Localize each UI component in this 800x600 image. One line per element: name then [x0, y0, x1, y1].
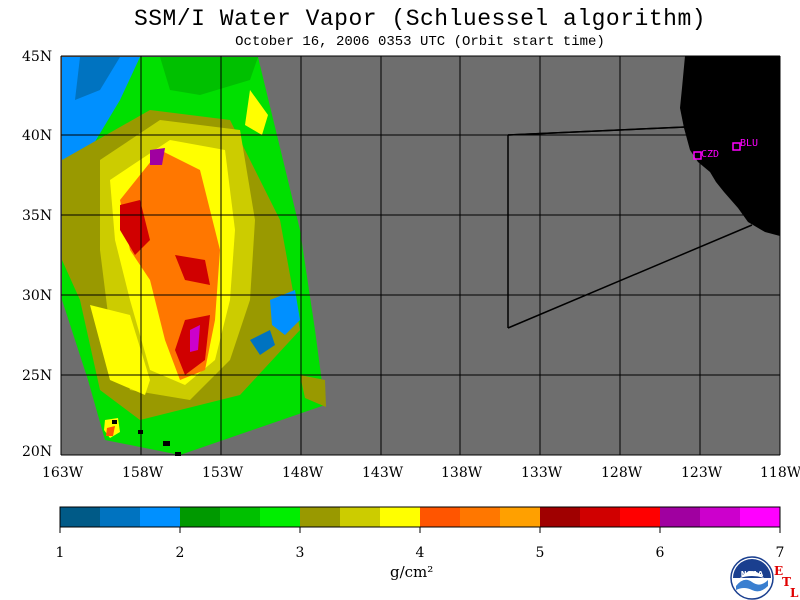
lon-label: 163W [42, 465, 84, 481]
colorbar-swatch [420, 507, 461, 527]
colorbar-swatch [60, 507, 101, 527]
analysis-region [507, 126, 753, 329]
water-vapor-swath [62, 57, 326, 455]
etl-logo-letter: E [774, 564, 784, 578]
colorbar-swatch [260, 507, 301, 527]
lat-label: 30N [22, 288, 52, 304]
noaa-logo-text: NOAA [741, 570, 764, 578]
colorbar-tick-label: 3 [296, 545, 305, 561]
station-blu-label: BLU [740, 138, 758, 149]
lon-label: 138W [441, 465, 483, 481]
lon-label: 128W [601, 465, 643, 481]
colorbar-tick-label: 7 [776, 545, 785, 561]
colorbar-tick-label: 1 [56, 545, 65, 561]
etl-logo-letter: T [782, 575, 791, 589]
colorbar-swatch [220, 507, 261, 527]
lat-label: 25N [22, 368, 52, 384]
latitude-labels: 45N 40N 35N 30N 25N 20N [22, 49, 52, 460]
lon-label: 148W [282, 465, 324, 481]
lon-label: 143W [362, 465, 404, 481]
lon-label: 123W [681, 465, 723, 481]
colorbar-swatch [540, 507, 581, 527]
colorbar-swatch [740, 507, 781, 527]
lon-label: 118W [760, 465, 800, 481]
station-blu: BLU [732, 138, 758, 151]
lon-label: 158W [122, 465, 164, 481]
lon-label: 153W [202, 465, 244, 481]
colorbar-swatch [620, 507, 661, 527]
station-czd: CZD [693, 149, 719, 160]
colorbar-unit-label: g/cm² [390, 563, 434, 581]
colorbar-tick-label: 4 [416, 545, 425, 561]
colorbar-swatch [660, 507, 701, 527]
station-blu-marker [732, 142, 741, 151]
station-czd-label: CZD [701, 149, 719, 160]
colorbar-swatch [380, 507, 421, 527]
lon-label: 133W [521, 465, 563, 481]
lat-label: 20N [22, 444, 52, 460]
longitude-labels: 163W 158W 153W 148W 143W 138W 133W 128W … [42, 465, 800, 481]
etl-logo-letter: L [790, 586, 799, 600]
colorbar-swatch [500, 507, 541, 527]
station-czd-marker [693, 151, 702, 160]
colorbar-swatch [300, 507, 341, 527]
colorbar-swatch [700, 507, 741, 527]
lat-label: 35N [22, 208, 52, 224]
colorbar-swatch [100, 507, 141, 527]
map-subtitle: October 16, 2006 0353 UTC (Orbit start t… [235, 34, 605, 50]
colorbar-swatch [180, 507, 221, 527]
map-gridlines [60, 55, 781, 456]
lat-label: 40N [22, 128, 52, 144]
colorbar-swatch [580, 507, 621, 527]
colorbar-swatch [340, 507, 381, 527]
colorbar-swatch [140, 507, 181, 527]
colorbar [60, 507, 781, 527]
colorbar-tick-label: 6 [656, 545, 665, 561]
map-title: SSM/I Water Vapor (Schluessel algorithm) [133, 6, 707, 32]
lat-label: 45N [22, 49, 52, 65]
colorbar-tick-label: 2 [176, 545, 185, 561]
noaa-logo-icon: NOAA [730, 556, 774, 600]
colorbar-ticks: 1 2 3 4 5 6 7 [56, 527, 785, 561]
colorbar-swatch [460, 507, 501, 527]
colorbar-tick-label: 5 [536, 545, 545, 561]
land-mass [680, 56, 780, 236]
